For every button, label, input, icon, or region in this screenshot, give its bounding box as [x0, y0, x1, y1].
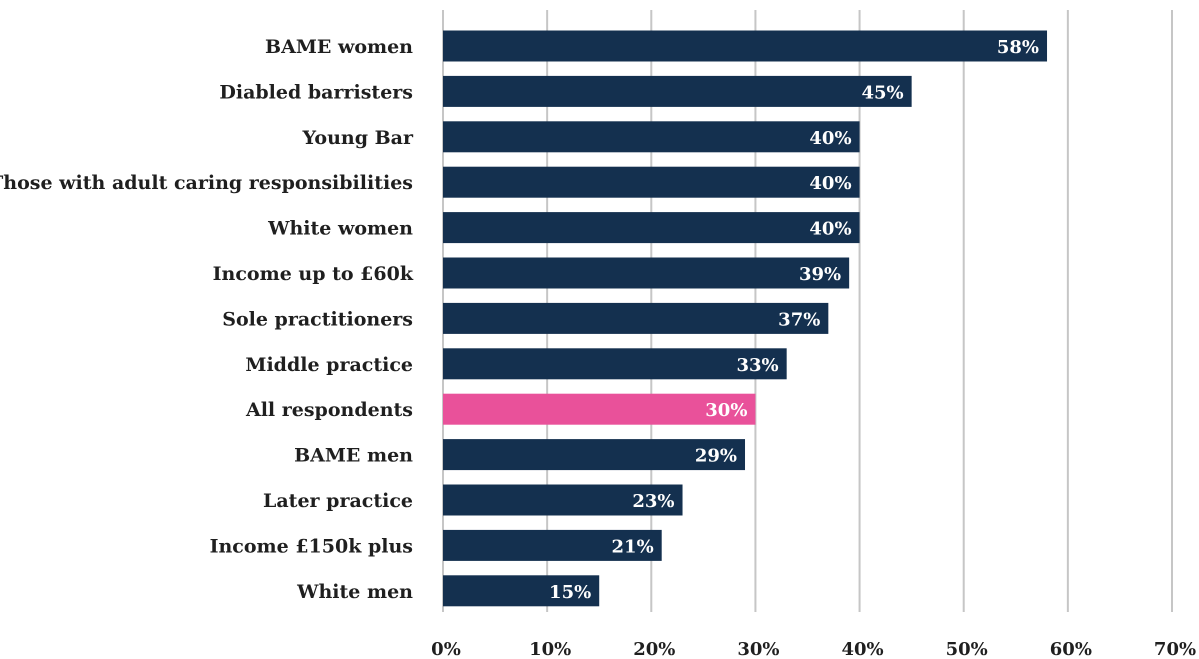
x-tick-label: 70%: [1154, 639, 1196, 659]
category-label: BAME women: [265, 36, 413, 58]
value-labels: 58% 45% 40% 40% 40% 39% 37% 33% 30% 29% 23% 21% 15%: [549, 37, 1039, 603]
bar: [443, 302, 829, 334]
x-tick-label: 60%: [1050, 639, 1092, 659]
bar: [443, 30, 1048, 62]
category-label: BAME men: [294, 445, 413, 467]
value-label: 45%: [861, 82, 903, 103]
bar: [443, 484, 683, 516]
category-label: Later practice: [263, 490, 413, 512]
category-label: White men: [296, 581, 413, 603]
bar: [443, 575, 600, 607]
value-label: 40%: [809, 219, 851, 240]
value-label: 39%: [799, 264, 841, 285]
bar: [443, 348, 787, 380]
value-label: 58%: [997, 37, 1039, 58]
x-tick-label: 20%: [633, 639, 675, 659]
value-label: 40%: [809, 128, 851, 149]
x-tick-label: 50%: [946, 639, 988, 659]
bar: [443, 75, 912, 107]
category-label: Young Bar: [302, 127, 414, 149]
category-label: Sole practitioners: [222, 308, 413, 330]
x-axis-tick-labels: 0% 10% 20% 30% 40% 50% 60% 70%: [431, 639, 1196, 659]
bar: [443, 439, 746, 471]
category-label: White women: [267, 218, 413, 240]
bar: [443, 121, 860, 153]
value-label: 29%: [695, 446, 737, 467]
bar: [443, 212, 860, 244]
value-label: 37%: [778, 309, 820, 330]
value-label: 30%: [705, 400, 747, 421]
bar: [443, 257, 850, 289]
value-label: 40%: [809, 173, 851, 194]
category-label: Income up to £60k: [213, 263, 414, 285]
value-label: 15%: [549, 582, 591, 603]
value-label: 33%: [737, 355, 779, 376]
category-label: Diabled barristers: [219, 81, 413, 103]
category-label: Income £150k plus: [210, 535, 413, 557]
bar-highlight: [443, 393, 756, 425]
x-tick-label: 10%: [529, 639, 571, 659]
bar: [443, 529, 662, 561]
value-label: 23%: [632, 491, 674, 512]
x-tick-label: 30%: [737, 639, 779, 659]
bar: [443, 166, 860, 198]
category-label: All respondents: [245, 399, 413, 421]
category-label: Those with adult caring responsibilities: [0, 172, 413, 194]
category-label: Middle practice: [245, 354, 413, 376]
category-labels: BAME women Diabled barristers Young Bar Tho…: [0, 36, 414, 603]
x-tick-label: 0%: [431, 639, 461, 659]
x-tick-label: 40%: [841, 639, 883, 659]
bars: [443, 30, 1048, 607]
value-label: 21%: [612, 536, 654, 557]
